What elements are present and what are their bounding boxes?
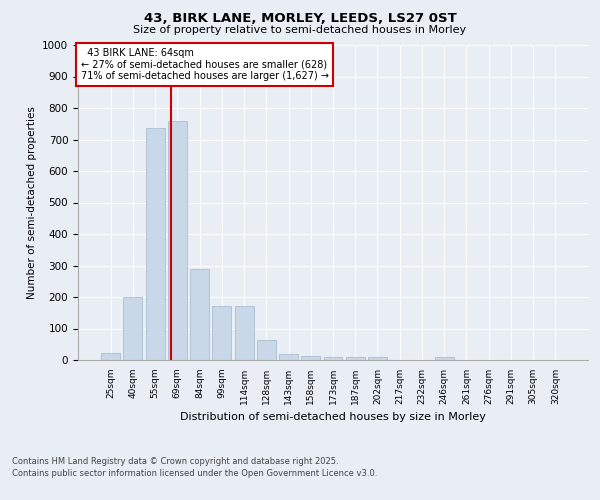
Bar [257, 340, 276, 360]
Text: 43, BIRK LANE, MORLEY, LEEDS, LS27 0ST: 43, BIRK LANE, MORLEY, LEEDS, LS27 0ST [143, 12, 457, 26]
Bar [301, 356, 320, 360]
Bar [368, 357, 387, 360]
Bar [101, 353, 120, 360]
Bar [346, 358, 365, 360]
Bar [124, 297, 142, 360]
Text: Distribution of semi-detached houses by size in Morley: Distribution of semi-detached houses by … [180, 412, 486, 422]
Bar [168, 121, 187, 360]
Bar [235, 306, 254, 360]
Y-axis label: Number of semi-detached properties: Number of semi-detached properties [26, 106, 37, 299]
Text: Contains public sector information licensed under the Open Government Licence v3: Contains public sector information licen… [12, 469, 377, 478]
Text: Contains HM Land Registry data © Crown copyright and database right 2025.: Contains HM Land Registry data © Crown c… [12, 457, 338, 466]
Bar [323, 357, 343, 360]
Bar [146, 128, 164, 360]
Text: Size of property relative to semi-detached houses in Morley: Size of property relative to semi-detach… [133, 25, 467, 35]
Bar [435, 358, 454, 360]
Text: 43 BIRK LANE: 64sqm
← 27% of semi-detached houses are smaller (628)
71% of semi-: 43 BIRK LANE: 64sqm ← 27% of semi-detach… [80, 48, 329, 82]
Bar [279, 354, 298, 360]
Bar [212, 306, 231, 360]
Bar [190, 268, 209, 360]
